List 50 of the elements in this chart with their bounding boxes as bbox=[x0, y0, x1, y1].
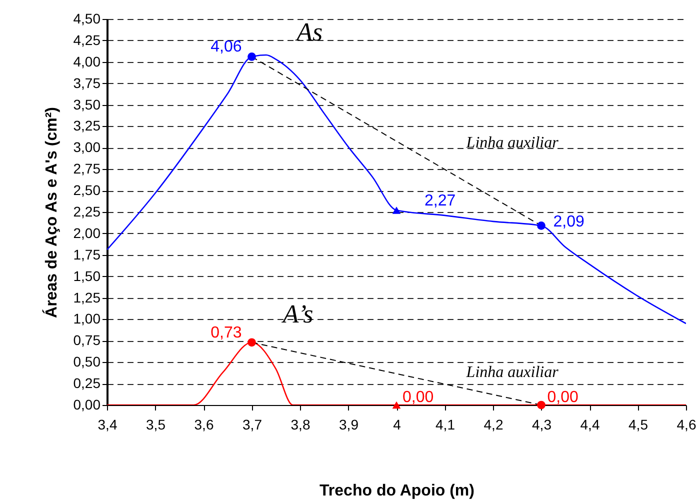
x-axis-title: Trecho do Apoio (m) bbox=[320, 482, 474, 500]
point bbox=[248, 338, 256, 347]
y-tick-label: 4,00 bbox=[73, 53, 101, 70]
y-tick-label: 1,00 bbox=[73, 310, 101, 327]
y-tick-label: 0,50 bbox=[73, 354, 101, 370]
y-tick-label: 2,00 bbox=[73, 224, 101, 241]
point bbox=[392, 206, 401, 214]
y-tick-label: 4,50 bbox=[73, 10, 101, 26]
y-tick-label: 2,50 bbox=[73, 182, 101, 198]
y-tick-label: 0,00 bbox=[73, 396, 101, 412]
point bbox=[537, 222, 546, 230]
point bbox=[392, 401, 401, 409]
data-label: 2,09 bbox=[553, 214, 584, 231]
x-tick-label: 3,7 bbox=[242, 416, 262, 432]
annotation: As bbox=[294, 18, 323, 47]
y-tick-label: 1,75 bbox=[73, 246, 101, 262]
y-tick-label: 0,25 bbox=[73, 375, 101, 392]
x-tick-label: 3,4 bbox=[98, 416, 118, 432]
data-label: 0,00 bbox=[547, 389, 578, 406]
y-tick-label: 2,75 bbox=[73, 160, 101, 177]
point bbox=[248, 52, 256, 61]
y-tick-label: 1,25 bbox=[73, 289, 101, 306]
data-label: 0,00 bbox=[402, 389, 434, 406]
x-tick-label: 4,6 bbox=[676, 416, 696, 432]
x-tick-label: 4,3 bbox=[532, 416, 552, 432]
annotation: Linha auxiliar bbox=[465, 364, 560, 382]
annotation: Linha auxiliar bbox=[465, 134, 560, 152]
x-tick-label: 3,6 bbox=[194, 416, 214, 432]
x-tick-label: 4,4 bbox=[580, 416, 600, 432]
y-tick-label: 3,25 bbox=[73, 118, 101, 134]
data-label: 0,73 bbox=[210, 324, 242, 342]
y-tick-label: 3,50 bbox=[73, 96, 101, 112]
x-tick-label: 4,1 bbox=[436, 416, 456, 432]
x-tick-label: 3,9 bbox=[339, 416, 359, 432]
data-label: 4,06 bbox=[210, 38, 242, 56]
y-tick-label: 0,75 bbox=[73, 332, 101, 348]
x-tick-label: 4 bbox=[393, 416, 402, 432]
x-tick-label: 4,2 bbox=[484, 416, 504, 432]
y-tick-label: 3,00 bbox=[73, 139, 101, 156]
x-tick-label: 3,8 bbox=[290, 416, 310, 432]
y-tick-label: 1,50 bbox=[73, 268, 101, 284]
data-label: 2,27 bbox=[424, 192, 456, 210]
x-tick-label: 4,5 bbox=[628, 416, 648, 432]
x-tick-label: 3,5 bbox=[146, 416, 166, 432]
y-tick-label: 2,25 bbox=[73, 204, 101, 220]
y-tick-label: 4,25 bbox=[73, 32, 101, 48]
y-axis-title: Áreas de Aço As e A's (cm²) bbox=[41, 107, 60, 318]
line-series bbox=[107, 54, 686, 324]
point bbox=[537, 400, 546, 410]
y-tick-label: 3,75 bbox=[73, 74, 101, 91]
